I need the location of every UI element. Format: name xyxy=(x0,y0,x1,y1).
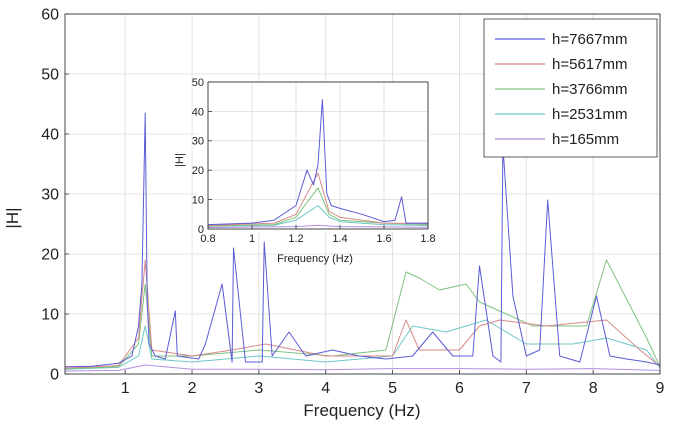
main-x-tick-label: 3 xyxy=(254,380,263,397)
inset-x-tick-label: 1.6 xyxy=(376,233,391,245)
inset-x-tick-label: 0.8 xyxy=(200,233,215,245)
inset-series-h-2531mm xyxy=(207,205,429,227)
inset-x-tick-label: 1.2 xyxy=(288,233,303,245)
main-series-h-2531mm xyxy=(64,319,661,370)
legend-label: h=2531mm xyxy=(552,106,627,123)
main-y-tick-label: 0 xyxy=(50,367,59,384)
main-y-axis-label: |H| xyxy=(3,207,22,228)
main-x-axis-label: Frequency (Hz) xyxy=(303,401,420,420)
main-y-tick-label: 10 xyxy=(41,307,59,324)
inset-y-axis-label: |H| xyxy=(174,153,186,167)
inset-axes: 0.8 1 1.2 1.4 1.6 1.8 0 10 20 30 40 50 xyxy=(192,77,436,245)
inset-x-axis-label: Frequency (Hz) xyxy=(277,253,353,265)
inset-series-h-7667mm xyxy=(207,99,428,226)
inset-series-h-165mm xyxy=(207,224,429,228)
main-x-tick-label: 5 xyxy=(388,380,397,397)
main-y-tick-label: 20 xyxy=(41,247,59,264)
legend-label: h=165mm xyxy=(552,131,619,148)
inset-y-tick-label: 10 xyxy=(192,194,204,206)
inset-y-tick-label: 20 xyxy=(192,165,204,177)
main-x-tick-label: 9 xyxy=(656,380,665,397)
legend-label: h=5617mm xyxy=(552,56,627,73)
main-plot-frame xyxy=(64,13,661,375)
main-y-tick-label: 30 xyxy=(41,187,59,204)
inset-y-tick-label: 40 xyxy=(192,106,204,118)
main-y-tick-label: 40 xyxy=(41,127,59,144)
main-series-h-3766mm xyxy=(64,259,661,370)
inset-series-h-5617mm xyxy=(207,172,429,226)
legend-label: h=7667mm xyxy=(552,31,627,48)
main-x-tick-label: 1 xyxy=(121,380,130,397)
main-y-tick-label: 50 xyxy=(41,67,59,84)
legend-box xyxy=(483,18,658,158)
inset-y-tick-label: 0 xyxy=(198,224,204,236)
inset-x-tick-label: 1.4 xyxy=(332,233,347,245)
main-series-h-165mm xyxy=(64,364,661,372)
main-x-tick-label: 7 xyxy=(522,380,531,397)
legend-label: h=3766mm xyxy=(552,81,627,98)
inset-plot-frame xyxy=(207,81,429,230)
main-x-tick-label: 8 xyxy=(589,380,598,397)
main-y-tick-label: 60 xyxy=(41,7,59,24)
inset-y-tick-label: 50 xyxy=(192,77,204,89)
main-x-tick-label: 4 xyxy=(321,380,330,397)
inset-background xyxy=(198,82,430,232)
inset-x-tick-label: 1.8 xyxy=(420,233,435,245)
main-x-tick-label: 6 xyxy=(455,380,464,397)
inset-x-tick-label: 1 xyxy=(249,233,255,245)
main-series xyxy=(64,112,661,372)
main-series-h-5617mm xyxy=(64,259,661,369)
main-series-h-7667mm xyxy=(64,112,661,368)
inset-series xyxy=(207,99,429,228)
inset-y-tick-label: 30 xyxy=(192,136,204,148)
legend: h=7667mm h=5617mm h=3766mm h=2531mm h=165mm xyxy=(483,18,658,158)
main-x-tick-label: 2 xyxy=(188,380,197,397)
